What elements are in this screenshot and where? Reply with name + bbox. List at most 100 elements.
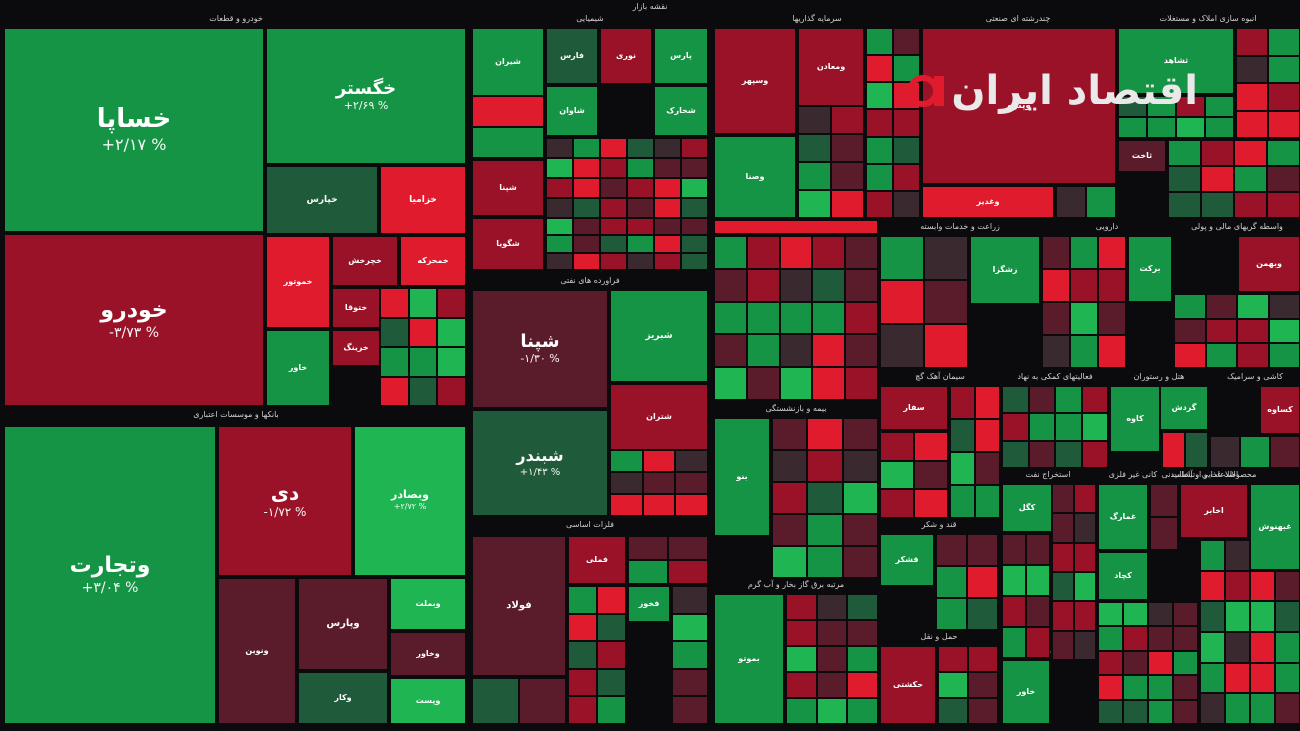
stock-cell[interactable] xyxy=(845,236,878,269)
stock-cell[interactable] xyxy=(807,450,843,482)
stock-cell[interactable] xyxy=(786,698,817,724)
stock-cell[interactable] xyxy=(1028,386,1055,414)
stock-cell[interactable] xyxy=(1268,28,1300,56)
stock-cell[interactable] xyxy=(772,514,808,546)
stock-cell[interactable] xyxy=(714,236,747,269)
stock-cell[interactable] xyxy=(1042,236,1070,269)
stock-cell[interactable] xyxy=(1081,386,1108,414)
stock-cell[interactable] xyxy=(786,620,817,646)
stock-cell[interactable] xyxy=(1056,186,1086,218)
stock-cell[interactable] xyxy=(1148,626,1173,651)
stock-cell[interactable] xyxy=(610,472,643,494)
stock-cell[interactable] xyxy=(714,301,747,335)
stock-cell[interactable] xyxy=(1237,318,1269,344)
stock-cell[interactable] xyxy=(893,109,920,137)
stock-cell[interactable] xyxy=(1074,513,1096,543)
stock-cell[interactable] xyxy=(600,138,627,158)
stock-cell[interactable] xyxy=(1201,192,1234,218)
stock-cell[interactable] xyxy=(546,235,573,253)
stock-tile[interactable]: خاور xyxy=(266,330,330,406)
stock-tile[interactable]: وبملت xyxy=(390,578,466,630)
stock-cell[interactable] xyxy=(681,198,708,218)
stock-cell[interactable] xyxy=(1268,343,1300,368)
stock-cell[interactable] xyxy=(847,698,878,724)
stock-cell[interactable] xyxy=(779,367,813,400)
stock-cell[interactable] xyxy=(1123,675,1148,700)
stock-cell[interactable] xyxy=(936,534,967,566)
stock-cell[interactable] xyxy=(1098,302,1126,335)
stock-cell[interactable] xyxy=(924,280,968,324)
stock-cell[interactable] xyxy=(573,178,600,198)
stock-cell[interactable] xyxy=(1098,269,1126,302)
stock-cell[interactable] xyxy=(437,317,466,347)
stock-tile[interactable]: بنو xyxy=(714,418,770,536)
stock-cell[interactable] xyxy=(573,218,600,236)
stock-cell[interactable] xyxy=(842,546,878,578)
stock-cell[interactable] xyxy=(654,138,681,158)
stock-cell[interactable] xyxy=(1081,413,1108,441)
stock-cell[interactable] xyxy=(654,218,681,236)
stock-cell[interactable] xyxy=(519,678,566,724)
stock-cell[interactable] xyxy=(968,646,998,672)
stock-cell[interactable] xyxy=(1210,436,1240,468)
stock-cell[interactable] xyxy=(975,419,1000,452)
stock-cell[interactable] xyxy=(1240,436,1270,468)
stock-cell[interactable] xyxy=(812,301,846,335)
stock-tile[interactable]: ختوقا xyxy=(332,288,380,328)
stock-cell[interactable] xyxy=(798,190,831,218)
stock-cell[interactable] xyxy=(681,158,708,178)
stock-cell[interactable] xyxy=(812,268,846,302)
stock-cell[interactable] xyxy=(786,594,817,620)
stock-cell[interactable] xyxy=(772,546,808,578)
stock-cell[interactable] xyxy=(380,288,409,318)
stock-cell[interactable] xyxy=(779,268,813,302)
stock-cell[interactable] xyxy=(573,138,600,158)
stock-cell[interactable] xyxy=(1168,192,1201,218)
stock-cell[interactable] xyxy=(845,367,878,400)
stock-tile[interactable]: دی -۱/۷۲ % xyxy=(218,426,352,576)
stock-cell[interactable] xyxy=(1225,693,1250,724)
stock-cell[interactable] xyxy=(1052,542,1074,572)
stock-cell[interactable] xyxy=(968,672,998,698)
stock-cell[interactable] xyxy=(893,163,920,191)
stock-cell[interactable] xyxy=(1168,166,1201,192)
stock-cell[interactable] xyxy=(1200,601,1225,632)
stock-cell[interactable] xyxy=(1098,626,1123,651)
stock-cell[interactable] xyxy=(1205,294,1237,319)
stock-tile[interactable]: وبصادر +۲/۷۲ % xyxy=(354,426,466,576)
stock-cell[interactable] xyxy=(546,158,573,178)
stock-cell[interactable] xyxy=(1123,626,1148,651)
stock-cell[interactable] xyxy=(880,489,914,518)
stock-cell[interactable] xyxy=(672,696,708,724)
stock-cell[interactable] xyxy=(1002,413,1029,441)
stock-cell[interactable] xyxy=(1052,601,1074,631)
stock-tile[interactable]: وتجارت +۳/۰۴ % xyxy=(4,426,216,724)
stock-tile[interactable]: خچرخش xyxy=(332,236,398,286)
stock-tile[interactable]: وپترو xyxy=(922,28,1116,184)
stock-cell[interactable] xyxy=(831,106,864,134)
stock-cell[interactable] xyxy=(681,138,708,158)
stock-cell[interactable] xyxy=(1200,662,1225,694)
stock-tile[interactable]: خودرو -۳/۷۳ % xyxy=(4,234,264,406)
stock-tile[interactable]: وغدیر xyxy=(922,186,1054,218)
stock-cell[interactable] xyxy=(600,235,627,253)
stock-cell[interactable] xyxy=(1200,570,1225,602)
stock-cell[interactable] xyxy=(597,586,626,614)
stock-cell[interactable] xyxy=(1176,117,1205,138)
stock-cell[interactable] xyxy=(1173,675,1198,700)
stock-cell[interactable] xyxy=(1150,517,1178,550)
stock-tile[interactable]: کاوه xyxy=(1110,386,1160,452)
stock-cell[interactable] xyxy=(807,418,843,450)
stock-cell[interactable] xyxy=(568,641,597,669)
stock-cell[interactable] xyxy=(627,198,654,218)
stock-cell[interactable] xyxy=(681,252,708,270)
stock-cell[interactable] xyxy=(1002,534,1026,565)
stock-cell[interactable] xyxy=(975,386,1000,419)
stock-cell[interactable] xyxy=(746,301,780,335)
stock-cell[interactable] xyxy=(1275,693,1300,724)
stock-cell[interactable] xyxy=(845,301,878,335)
stock-cell[interactable] xyxy=(950,419,975,452)
stock-cell[interactable] xyxy=(546,252,573,270)
stock-cell[interactable] xyxy=(967,598,998,630)
stock-tile[interactable]: گردش xyxy=(1160,386,1208,430)
